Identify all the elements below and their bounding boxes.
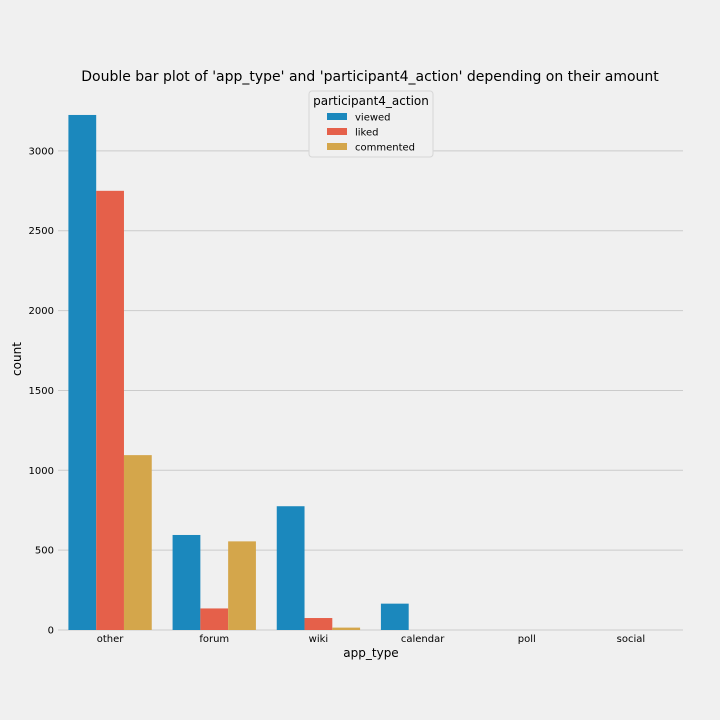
y-tick-label: 1000 <box>29 466 54 477</box>
y-tick-label: 0 <box>48 626 54 637</box>
legend: participant4_action viewed liked commented <box>308 90 434 158</box>
legend-swatch-liked <box>327 128 347 135</box>
x-tick-label: social <box>617 634 646 645</box>
x-axis-label: app_type <box>343 646 398 660</box>
legend-label-viewed: viewed <box>355 113 391 124</box>
bar-viewed-other <box>68 114 97 630</box>
x-tick-label: other <box>97 634 125 645</box>
bar-liked-forum <box>200 608 229 630</box>
legend-swatch-viewed <box>327 113 347 120</box>
legend-swatch-commented <box>327 143 347 150</box>
y-tick-label: 500 <box>35 546 54 557</box>
gridlines <box>58 150 683 631</box>
bar-commented-other <box>123 455 152 630</box>
x-tick-label: calendar <box>401 634 445 645</box>
x-tick-label: forum <box>199 634 229 645</box>
bar-viewed-wiki <box>276 506 305 630</box>
y-tick-label: 1500 <box>29 386 54 397</box>
x-tick-label: poll <box>518 634 536 645</box>
bars <box>68 114 409 630</box>
bar-viewed-calendar <box>380 603 409 630</box>
y-tick-label: 2500 <box>29 226 54 237</box>
legend-label-liked: liked <box>355 128 379 139</box>
bar-viewed-forum <box>172 534 201 630</box>
y-tick-label: 3000 <box>29 146 54 157</box>
bar-commented-wiki <box>332 627 361 630</box>
tick-labels: 0 500 1000 1500 2000 2500 3000 other forum wiki ca… <box>29 146 646 645</box>
bar-liked-other <box>96 190 124 630</box>
x-tick-label: wiki <box>309 634 329 645</box>
bar-commented-forum <box>228 541 256 630</box>
legend-label-commented: commented <box>355 143 415 154</box>
y-tick-label: 2000 <box>29 306 54 317</box>
bar-liked-wiki <box>304 618 333 630</box>
legend-box <box>308 90 434 158</box>
legend-title: participant4_action <box>313 94 429 108</box>
chart-title: Double bar plot of 'app_type' and 'parti… <box>81 69 659 85</box>
y-axis-label: count <box>10 342 24 376</box>
